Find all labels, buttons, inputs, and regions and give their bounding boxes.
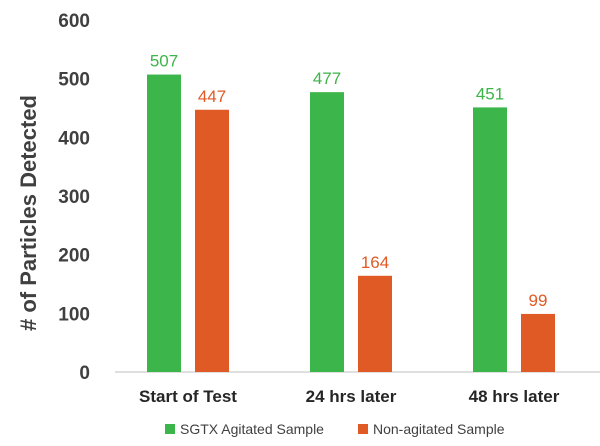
bar [521,313,555,372]
bar [358,275,392,372]
y-tick-label: 300 [58,187,90,208]
x-category-label: 24 hrs later [306,387,397,406]
y-axis-label: # of Particles Detected [16,95,41,331]
x-category-label: 48 hrs later [469,387,560,406]
legend-label: SGTX Agitated Sample [180,421,324,437]
legend: SGTX Agitated Sample Non-agitated Sample [165,421,505,437]
x-axis-categories: Start of Test 24 hrs later 48 hrs later [139,387,560,406]
bars: 507 447 477 164 451 99 [147,52,555,372]
x-category-label: Start of Test [139,387,237,406]
legend-swatch [165,424,175,434]
data-label: 451 [476,84,504,103]
y-tick-label: 100 [58,304,90,325]
y-tick-label: 0 [79,363,90,384]
y-tick-label: 400 [58,128,90,149]
bar [195,109,229,372]
data-label: 164 [361,253,389,272]
bar [310,92,344,372]
bar [473,107,507,372]
data-label: 99 [529,291,548,310]
bar [147,74,181,372]
data-label: 507 [150,52,178,71]
legend-swatch [358,424,368,434]
y-tick-label: 200 [58,246,90,267]
y-tick-label: 600 [58,11,90,32]
y-tick-label: 500 [58,70,90,91]
y-axis-ticks: 0 100 200 300 400 500 600 [58,11,90,384]
data-label: 477 [313,69,341,88]
legend-label: Non-agitated Sample [373,421,505,437]
data-label: 447 [198,87,226,106]
